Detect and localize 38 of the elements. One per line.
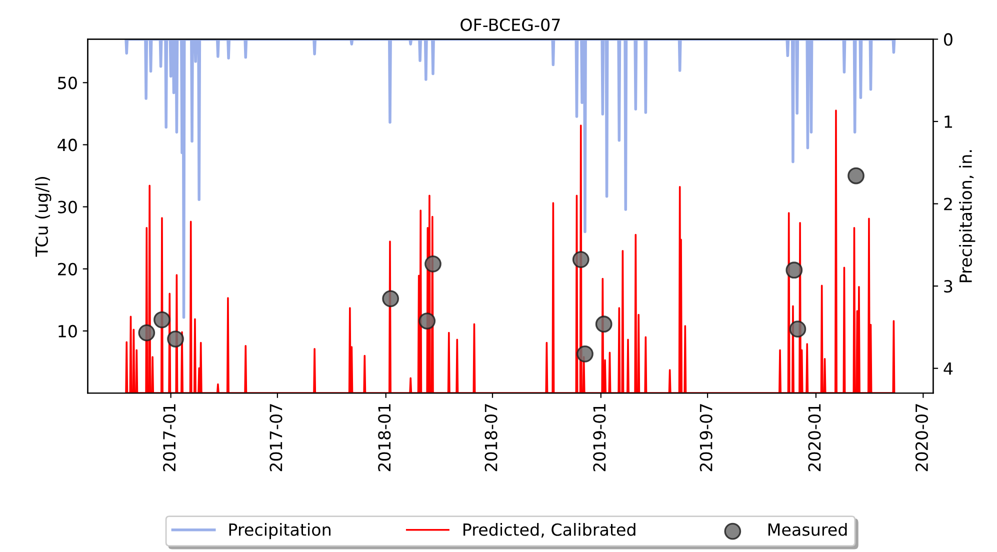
point bbox=[424, 255, 442, 272]
y2-tick-label: 2 bbox=[944, 198, 952, 210]
x-tick-label: 2018-01 bbox=[378, 404, 391, 472]
y-tick-label: 20 bbox=[58, 262, 77, 276]
y2-axis-title: Precipitation, in. bbox=[959, 150, 976, 282]
point bbox=[789, 320, 806, 338]
x-tick-label: 2019-07 bbox=[700, 404, 712, 472]
x-tick-label: 2020-07 bbox=[915, 404, 928, 472]
point bbox=[595, 316, 612, 333]
y-tick-label: 10 bbox=[58, 324, 77, 338]
y-axis-title: TCu (ug/l) bbox=[35, 176, 52, 257]
point bbox=[418, 312, 436, 330]
x-tick-label: 2017-01 bbox=[163, 404, 176, 472]
legend-label: Measured bbox=[768, 523, 847, 536]
y-tick-label: 30 bbox=[58, 200, 77, 214]
x-tick-label: 2018-07 bbox=[484, 404, 498, 472]
y2-tick-label: 0 bbox=[944, 33, 952, 46]
x-tick-label: 2020-01 bbox=[808, 404, 821, 472]
point bbox=[382, 290, 400, 308]
point bbox=[167, 330, 184, 348]
x-tick-label: 2017-07 bbox=[270, 404, 282, 472]
line-series bbox=[124, 39, 896, 319]
point bbox=[154, 311, 170, 328]
point bbox=[848, 167, 864, 184]
legend-label: Precipitation bbox=[229, 523, 330, 540]
y-tick-label: 40 bbox=[58, 138, 77, 152]
point bbox=[572, 251, 590, 268]
legend-label: Predicted, Calibrated bbox=[464, 523, 636, 538]
point bbox=[138, 324, 156, 342]
x-tick-label: 2019-01 bbox=[593, 404, 606, 472]
point bbox=[786, 262, 803, 279]
line-series bbox=[125, 110, 896, 394]
point bbox=[576, 345, 594, 362]
y-tick-label: 50 bbox=[58, 76, 77, 90]
y2-tick-label: 3 bbox=[944, 280, 952, 293]
y2-tick-label: 4 bbox=[944, 362, 953, 375]
y2-tick-label: 1 bbox=[944, 116, 952, 128]
chart-title: OF-BCEG-07 bbox=[460, 18, 560, 32]
